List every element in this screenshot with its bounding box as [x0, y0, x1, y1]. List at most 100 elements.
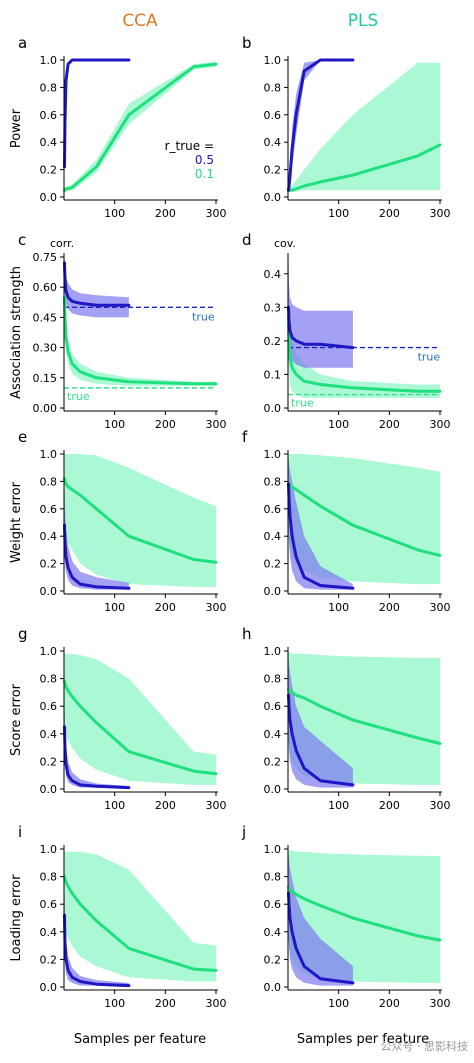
y-tick-label-a-5: 1.0: [40, 54, 58, 67]
x-tick-label-e-1: 200: [155, 601, 176, 614]
x-tick-label-d-1: 200: [379, 418, 400, 431]
line-j-r01: [287, 886, 442, 942]
true-label-d-r05: true: [418, 351, 441, 364]
y-tick-label-a-3: 0.6: [40, 109, 58, 122]
y-tick-label-a-1: 0.2: [40, 164, 58, 177]
y-tick-label-i-0: 0.0: [40, 981, 58, 994]
panel-h: h 0.0 0.2 0.4 0.6 0.8 1.0 100 200 300: [242, 625, 451, 812]
panel-letter-e: e: [18, 428, 27, 446]
panel-letter-h: h: [242, 625, 252, 643]
x-tick-label-f-2: 300: [430, 601, 451, 614]
band-d-r05: [288, 257, 353, 368]
y-tick-label-f-3: 0.6: [264, 503, 282, 516]
y-tick-label-f-5: 1.0: [264, 448, 282, 461]
y-tick-label-d-4: 0.4: [264, 268, 282, 281]
panel-letter-a: a: [18, 34, 27, 52]
y-tick-label-g-0: 0.0: [40, 783, 58, 796]
legend-title: r_true =: [165, 139, 214, 153]
band-h-r05: [288, 657, 353, 788]
line-e-r05: [63, 523, 131, 590]
y-tick-label-i-2: 0.4: [40, 926, 58, 939]
band-i-r01: [64, 851, 216, 982]
y-tick-label-e-1: 0.2: [40, 558, 58, 571]
true-label-c-r01: true: [67, 390, 90, 403]
y-axis-label-a: Power: [9, 108, 24, 148]
y-tick-label-g-2: 0.4: [40, 728, 58, 741]
line-f-r05: [287, 482, 355, 590]
y-tick-label-d-0: 0.0: [264, 402, 282, 415]
true-label-d-r01: true: [291, 397, 314, 410]
x-tick-label-g-2: 300: [206, 799, 227, 812]
x-tick-label-a-1: 200: [155, 207, 176, 220]
y-tick-label-b-0: 0.0: [264, 191, 282, 204]
y-tick-label-e-4: 0.8: [40, 475, 58, 488]
x-tick-label-d-0: 100: [328, 418, 349, 431]
y-tick-label-e-0: 0.0: [40, 585, 58, 598]
column-title-cca: CCA: [122, 11, 158, 31]
panel-e: e 0.0 0.2 0.4 0.6 0.8 1.0 100 200 300 Weight error: [9, 428, 227, 614]
y-tick-label-b-3: 0.6: [264, 109, 282, 122]
y-tick-label-i-5: 1.0: [40, 843, 58, 856]
panel-f: f 0.0 0.2 0.4 0.6 0.8 1.0 100 200 300: [242, 428, 451, 614]
line-d-r05: [287, 305, 355, 350]
panel-d: d cov. true true 0.0 0.1 0.2 0.3 0.4 100 200 300: [242, 231, 451, 431]
panel-letter-g: g: [18, 625, 28, 643]
y-tick-label-j-4: 0.8: [264, 871, 282, 884]
panel-subtitle-d: cov.: [274, 237, 296, 250]
y-tick-label-b-2: 0.4: [264, 136, 282, 149]
line-c-r01: [63, 295, 218, 386]
line-g-r05: [63, 725, 131, 790]
x-tick-label-a-2: 300: [206, 207, 227, 220]
panel-letter-j: j: [241, 823, 246, 841]
y-axis-label-i: Loading error: [9, 874, 24, 962]
line-a-r05: [63, 58, 131, 169]
band-g-r01: [64, 653, 216, 785]
panel-j: j 0.0 0.2 0.4 0.6 0.8 1.0 100 200 300: [241, 823, 451, 1010]
x-tick-label-b-1: 200: [379, 207, 400, 220]
y-tick-label-j-1: 0.2: [264, 953, 282, 966]
y-tick-label-e-5: 1.0: [40, 448, 58, 461]
line-g-r01: [63, 679, 218, 776]
y-tick-label-d-2: 0.2: [264, 335, 282, 348]
true-label-c-r05: true: [192, 310, 215, 323]
band-f-r05: [288, 458, 353, 590]
y-tick-label-b-4: 0.8: [264, 81, 282, 94]
band-c-r05: [64, 257, 129, 318]
x-tick-label-g-0: 100: [104, 799, 125, 812]
x-tick-label-i-1: 200: [155, 997, 176, 1010]
line-i-r01: [63, 875, 218, 972]
y-tick-label-h-4: 0.8: [264, 673, 282, 686]
x-tick-label-i-2: 300: [206, 997, 227, 1010]
y-tick-label-b-5: 1.0: [264, 54, 282, 67]
x-tick-label-d-2: 300: [430, 418, 451, 431]
band-e-r01: [64, 454, 216, 587]
y-tick-label-g-5: 1.0: [40, 645, 58, 658]
y-tick-label-d-3: 0.3: [264, 301, 282, 314]
y-tick-label-d-1: 0.1: [264, 368, 282, 381]
y-tick-label-e-3: 0.6: [40, 503, 58, 516]
y-tick-label-a-4: 0.8: [40, 81, 58, 94]
panel-g: g 0.0 0.2 0.4 0.6 0.8 1.0 100 200 300 Score error: [9, 625, 227, 812]
y-tick-label-i-3: 0.6: [40, 898, 58, 911]
y-tick-label-c-0: 0.00: [33, 402, 58, 415]
watermark: 公众号 · 思影科技: [381, 1039, 469, 1053]
panel-letter-c: c: [18, 231, 26, 249]
y-tick-label-c-2: 0.30: [33, 342, 58, 355]
x-tick-label-f-0: 100: [328, 601, 349, 614]
legend-item-r05: 0.5: [195, 153, 214, 167]
band-a-r05: [64, 60, 129, 173]
y-tick-label-g-4: 0.8: [40, 673, 58, 686]
y-tick-label-f-2: 0.4: [264, 530, 282, 543]
panel-subtitle-c: corr.: [50, 237, 74, 250]
x-tick-label-i-0: 100: [104, 997, 125, 1010]
band-j-r05: [288, 853, 353, 986]
x-tick-label-f-1: 200: [379, 601, 400, 614]
y-tick-label-h-0: 0.0: [264, 783, 282, 796]
y-tick-label-g-1: 0.2: [40, 755, 58, 768]
x-axis-label-left: Samples per feature: [74, 1032, 206, 1047]
panels-layer: a 0.0 0.2 0.4 0.6 0.8 1.0 100 200 300 Power r_true …: [9, 34, 451, 1010]
line-e-r01: [63, 477, 218, 564]
y-tick-label-i-1: 0.2: [40, 953, 58, 966]
panel-letter-f: f: [242, 428, 248, 446]
y-tick-label-j-2: 0.4: [264, 926, 282, 939]
